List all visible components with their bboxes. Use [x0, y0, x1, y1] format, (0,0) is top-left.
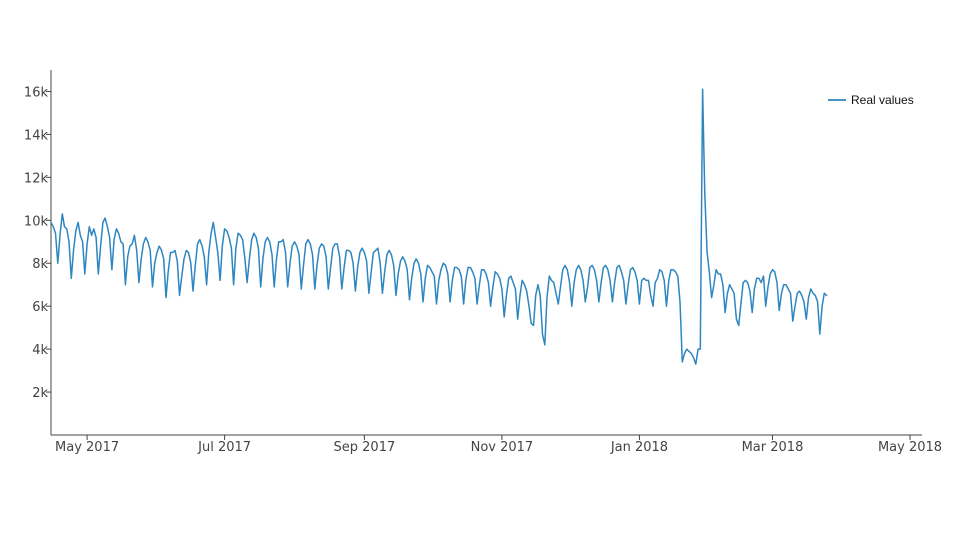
y-tick-label: 16k [24, 85, 49, 100]
x-tick-label: May 2017 [55, 440, 119, 455]
x-tick-label: Jul 2017 [197, 440, 251, 455]
y-axis-ticks: 2k 4k 6k 8k 10k 12k 14k 16k [24, 85, 51, 401]
y-tick-label: 8k [32, 257, 48, 272]
series-layer [51, 89, 827, 364]
x-tick-label: Nov 2017 [471, 440, 534, 455]
x-tick-label: May 2018 [878, 440, 942, 455]
y-tick-label: 2k [32, 386, 48, 401]
x-tick-label: Mar 2018 [742, 440, 804, 455]
y-tick-label: 10k [24, 214, 49, 229]
y-tick-label: 14k [24, 128, 49, 143]
x-tick-label: Jan 2018 [610, 440, 668, 455]
y-tick-label: 12k [24, 171, 49, 186]
y-tick-label: 6k [32, 300, 48, 315]
legend-label: Real values [851, 93, 914, 107]
x-tick-label: Sep 2017 [334, 440, 396, 455]
series-line-real-values [51, 89, 827, 364]
legend: Real values [828, 93, 914, 107]
y-tick-label: 4k [32, 343, 48, 358]
x-axis-ticks: May 2017 Jul 2017 Sep 2017 Nov 2017 Jan 2018… [55, 435, 942, 455]
